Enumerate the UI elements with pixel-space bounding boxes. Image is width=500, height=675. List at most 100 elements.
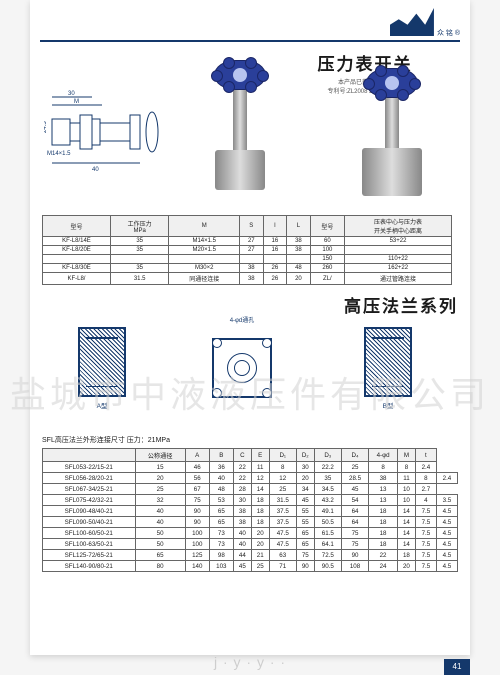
table-row: KF-L8/14E35M14×1.52716386053+22 xyxy=(43,237,452,246)
table-cell: 22 xyxy=(369,550,398,561)
table-cell: 20 xyxy=(287,273,311,285)
table-cell: 同通径连接 xyxy=(169,273,240,285)
table-cell: 20 xyxy=(135,473,185,484)
table-cell: 8 xyxy=(398,462,416,473)
table-cell: 45 xyxy=(341,484,368,495)
table-header: t xyxy=(415,449,436,462)
table-cell: 25 xyxy=(135,484,185,495)
table-cell: 90 xyxy=(296,561,314,572)
table-row: SFL125-72/65-2165125984421637572.5902218… xyxy=(43,550,458,561)
table-cell: 7.5 xyxy=(415,550,436,561)
table-cell: 12 xyxy=(251,473,269,484)
table-cell: 73 xyxy=(209,528,233,539)
table-cell: 150 xyxy=(310,255,344,264)
table-cell: 125 xyxy=(185,550,209,561)
table-cell: 100 xyxy=(185,539,209,550)
table-cell: 37.5 xyxy=(269,506,296,517)
table-cell: 38 xyxy=(240,264,264,273)
table-row: SFL100-60/50-215010073402047.56561.57518… xyxy=(43,528,458,539)
table-cell: 4.5 xyxy=(436,506,457,517)
table-cell: SFL056-28/20-21 xyxy=(43,473,136,484)
table-cell: 108 xyxy=(341,561,368,572)
table-cell: 4.5 xyxy=(436,550,457,561)
table-cell: 75 xyxy=(341,539,368,550)
table-cell: 18 xyxy=(369,539,398,550)
table-cell: 26 xyxy=(263,264,287,273)
table-cell: 75 xyxy=(341,528,368,539)
table-cell: KF-L8/14E xyxy=(43,237,111,246)
table-cell: 34.5 xyxy=(314,484,341,495)
table-cell: 18 xyxy=(251,495,269,506)
table-cell: 90 xyxy=(185,517,209,528)
table-cell: 35 xyxy=(110,264,169,273)
table-cell: 73 xyxy=(209,539,233,550)
table-header: C xyxy=(233,449,251,462)
table-cell: 49.1 xyxy=(314,506,341,517)
table-cell: 2.4 xyxy=(415,462,436,473)
table-cell: 64 xyxy=(341,517,368,528)
table-cell: 28 xyxy=(233,484,251,495)
table-cell: 100 xyxy=(185,528,209,539)
table-cell: 40 xyxy=(209,473,233,484)
table-header xyxy=(43,449,136,462)
table-cell xyxy=(43,255,111,264)
table-cell: 45 xyxy=(296,495,314,506)
table-cell: 4.5 xyxy=(436,539,457,550)
table-cell: 43.2 xyxy=(314,495,341,506)
table-cell: M14×1.5 xyxy=(169,237,240,246)
table-cell: 4.5 xyxy=(436,528,457,539)
table-cell: 65 xyxy=(296,528,314,539)
table-cell: 56 xyxy=(185,473,209,484)
table-row: KF-L8/30E35M30×2382648260162+22 xyxy=(43,264,452,273)
table-row: KF-L8/20E35M20×1.5271638100 xyxy=(43,246,452,255)
table-cell: 14 xyxy=(398,517,416,528)
table-cell: 30 xyxy=(296,462,314,473)
table-header: A xyxy=(185,449,209,462)
table-cell: 22 xyxy=(233,462,251,473)
table-cell: 50 xyxy=(135,528,185,539)
table-cell: 18 xyxy=(369,528,398,539)
table-cell: 38 xyxy=(240,273,264,285)
table-cell: 61.5 xyxy=(314,528,341,539)
table-cell: 36 xyxy=(209,462,233,473)
table-cell: M20×1.5 xyxy=(169,246,240,255)
table-cell: 110+22 xyxy=(345,255,452,264)
dim-30: 30 xyxy=(68,91,75,97)
table-cell: 24 xyxy=(369,561,398,572)
table-cell: 7.5 xyxy=(415,528,436,539)
table-row: 150110+22 xyxy=(43,255,452,264)
table-header: D₁ xyxy=(269,449,296,462)
table-cell: 13 xyxy=(369,484,398,495)
table-cell: 25 xyxy=(269,484,296,495)
table-cell: 28.5 xyxy=(341,473,368,484)
table-cell: 50.5 xyxy=(314,517,341,528)
table-cell: 35 xyxy=(110,246,169,255)
table-cell: SFL140-90/80-21 xyxy=(43,561,136,572)
table-cell: SFL090-48/40-21 xyxy=(43,506,136,517)
valve-spec-table: 型号工作压力MPaMSlL型号压表中心与压力表开关手柄中心距离 KF-L8/14… xyxy=(42,215,452,285)
table-cell: 75 xyxy=(185,495,209,506)
table-cell: 98 xyxy=(209,550,233,561)
table-cell: 40 xyxy=(135,517,185,528)
table-cell: M30×2 xyxy=(169,264,240,273)
table-cell: 50 xyxy=(135,539,185,550)
table-cell: 15 xyxy=(135,462,185,473)
table-cell: 8 xyxy=(415,473,436,484)
table-cell: 55 xyxy=(296,506,314,517)
table-cell: SFL090-50/40-21 xyxy=(43,517,136,528)
table-cell: 140 xyxy=(185,561,209,572)
table-cell: 27 xyxy=(240,246,264,255)
table-cell: 14 xyxy=(251,484,269,495)
table-header: D₂ xyxy=(296,449,314,462)
table-header: M xyxy=(169,216,240,237)
table-cell: 27 xyxy=(240,237,264,246)
table-cell: 4 xyxy=(415,495,436,506)
table-row: SFL090-50/40-21409065381837.55550.564181… xyxy=(43,517,458,528)
table-cell: 18 xyxy=(398,550,416,561)
table-cell: 14 xyxy=(398,528,416,539)
table-cell: 20 xyxy=(251,528,269,539)
table-cell: 40 xyxy=(233,528,251,539)
table-cell: 80 xyxy=(135,561,185,572)
table-cell: 14 xyxy=(398,506,416,517)
table-cell: 通过管路连接 xyxy=(345,273,452,285)
